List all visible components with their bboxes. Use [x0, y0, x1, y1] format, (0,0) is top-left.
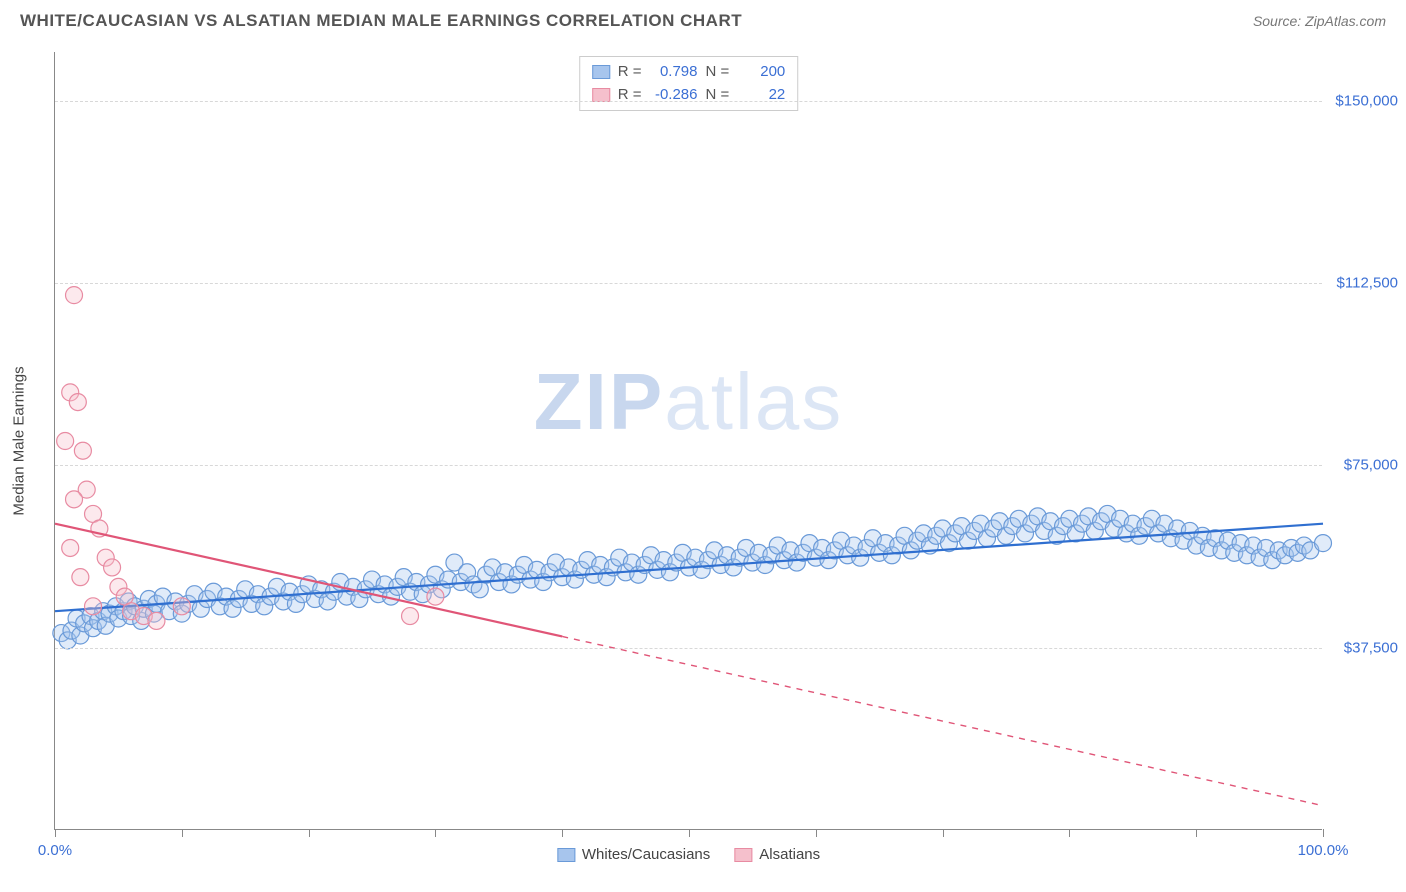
chart-source: Source: ZipAtlas.com — [1253, 13, 1386, 29]
gridline — [55, 101, 1322, 102]
trend-line-extrapolated — [562, 636, 1323, 805]
x-tick — [562, 829, 563, 837]
x-tick — [435, 829, 436, 837]
stat-n-label: N = — [706, 84, 730, 107]
y-tick-label: $150,000 — [1328, 92, 1398, 109]
legend-swatch — [734, 848, 752, 862]
y-tick-label: $75,000 — [1328, 457, 1398, 474]
stat-n-value: 200 — [737, 61, 785, 84]
legend: Whites/Caucasians Alsatians — [557, 846, 820, 863]
x-tick — [182, 829, 183, 837]
stat-n-value: 22 — [737, 84, 785, 107]
y-axis-title: Median Male Earnings — [11, 366, 28, 515]
x-tick-label: 100.0% — [1298, 842, 1349, 859]
legend-item: Alsatians — [734, 846, 820, 863]
legend-label: Whites/Caucasians — [582, 846, 710, 863]
stats-row: R = 0.798 N = 200 — [592, 61, 786, 84]
x-tick-label: 0.0% — [38, 842, 72, 859]
gridline — [55, 648, 1322, 649]
data-point — [173, 598, 190, 615]
data-point — [66, 491, 83, 508]
legend-label: Alsatians — [759, 846, 820, 863]
data-point — [148, 612, 165, 629]
data-point — [427, 588, 444, 605]
stat-n-label: N = — [706, 61, 730, 84]
chart-title: WHITE/CAUCASIAN VS ALSATIAN MEDIAN MALE … — [20, 11, 742, 31]
x-tick — [55, 829, 56, 837]
stats-box: R = 0.798 N = 200 R = -0.286 N = 22 — [579, 56, 799, 111]
y-tick-label: $37,500 — [1328, 639, 1398, 656]
data-point — [74, 442, 91, 459]
data-point — [1315, 535, 1332, 552]
x-tick — [1323, 829, 1324, 837]
chart-header: WHITE/CAUCASIAN VS ALSATIAN MEDIAN MALE … — [0, 0, 1406, 42]
stat-r-label: R = — [618, 84, 642, 107]
x-tick — [1069, 829, 1070, 837]
plot-area: ZIPatlas Median Male Earnings R =0.798N … — [54, 52, 1322, 830]
x-tick — [689, 829, 690, 837]
data-point — [62, 539, 79, 556]
gridline — [55, 283, 1322, 284]
trend-line — [55, 524, 1323, 612]
y-tick-label: $112,500 — [1328, 274, 1398, 291]
data-point — [85, 598, 102, 615]
x-tick — [816, 829, 817, 837]
x-tick — [1196, 829, 1197, 837]
series-swatch — [592, 65, 610, 79]
stat-r-value: 0.798 — [650, 61, 698, 84]
data-point — [104, 559, 121, 576]
stat-r-value: -0.286 — [650, 84, 698, 107]
gridline — [55, 465, 1322, 466]
data-point — [66, 287, 83, 304]
data-point — [69, 394, 86, 411]
data-point — [57, 433, 74, 450]
x-tick — [309, 829, 310, 837]
data-point — [402, 608, 419, 625]
data-point — [72, 569, 89, 586]
legend-swatch — [557, 848, 575, 862]
legend-item: Whites/Caucasians — [557, 846, 710, 863]
stats-row: R = -0.286 N = 22 — [592, 84, 786, 107]
stat-r-label: R = — [618, 61, 642, 84]
plot-svg — [55, 52, 1322, 829]
x-tick — [943, 829, 944, 837]
